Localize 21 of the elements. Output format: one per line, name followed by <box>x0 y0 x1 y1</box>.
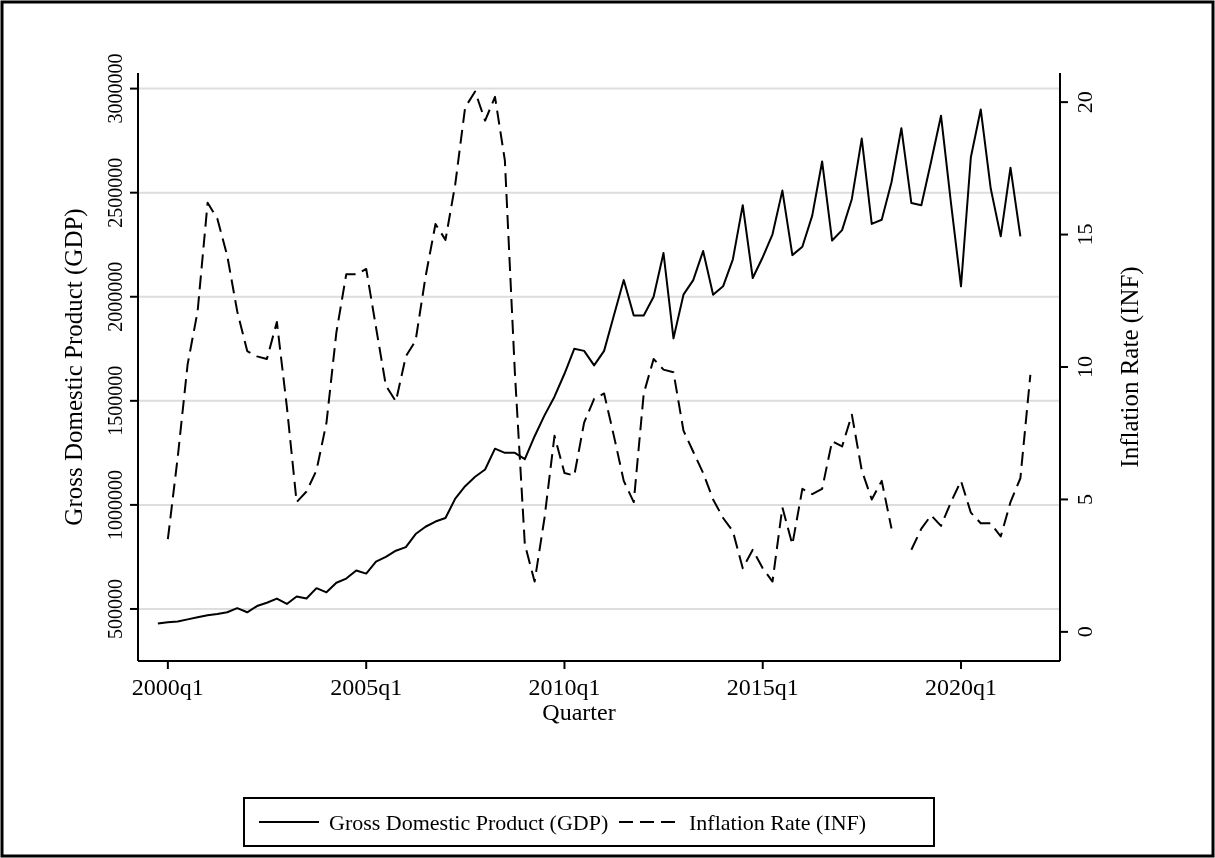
y-tick-label: 2000000 <box>104 261 126 332</box>
y2-tick-label: 20 <box>1072 91 1097 114</box>
x-tick-label: 2020q1 <box>924 674 997 700</box>
legend-label: Gross Domestic Product (GDP) <box>329 810 609 835</box>
y2-tick-label: 5 <box>1072 493 1097 505</box>
y-tick-label: 1000000 <box>104 469 126 540</box>
x-tick-label: 2015q1 <box>726 674 799 700</box>
x-tick-label: 2010q1 <box>528 674 601 700</box>
legend-label: Inflation Rate (INF) <box>689 810 867 835</box>
y-tick-label: 500000 <box>104 578 126 639</box>
x-tick-label: 2000q1 <box>131 674 204 700</box>
y-axis-title: Gross Domestic Product (GDP) <box>60 208 88 526</box>
y2-tick-label: 0 <box>1072 626 1097 638</box>
y2-tick-label: 10 <box>1072 356 1097 378</box>
y2-tick-label: 15 <box>1072 223 1097 246</box>
x-tick-label: 2005q1 <box>330 674 403 700</box>
y-tick-label: 1500000 <box>104 365 126 436</box>
x-axis-title: Quarter <box>542 699 616 725</box>
y-tick-label: 3000000 <box>104 53 126 124</box>
y2-axis-title: Inflation Rate (INF) <box>1116 266 1144 468</box>
y-tick-label: 2500000 <box>104 157 126 228</box>
